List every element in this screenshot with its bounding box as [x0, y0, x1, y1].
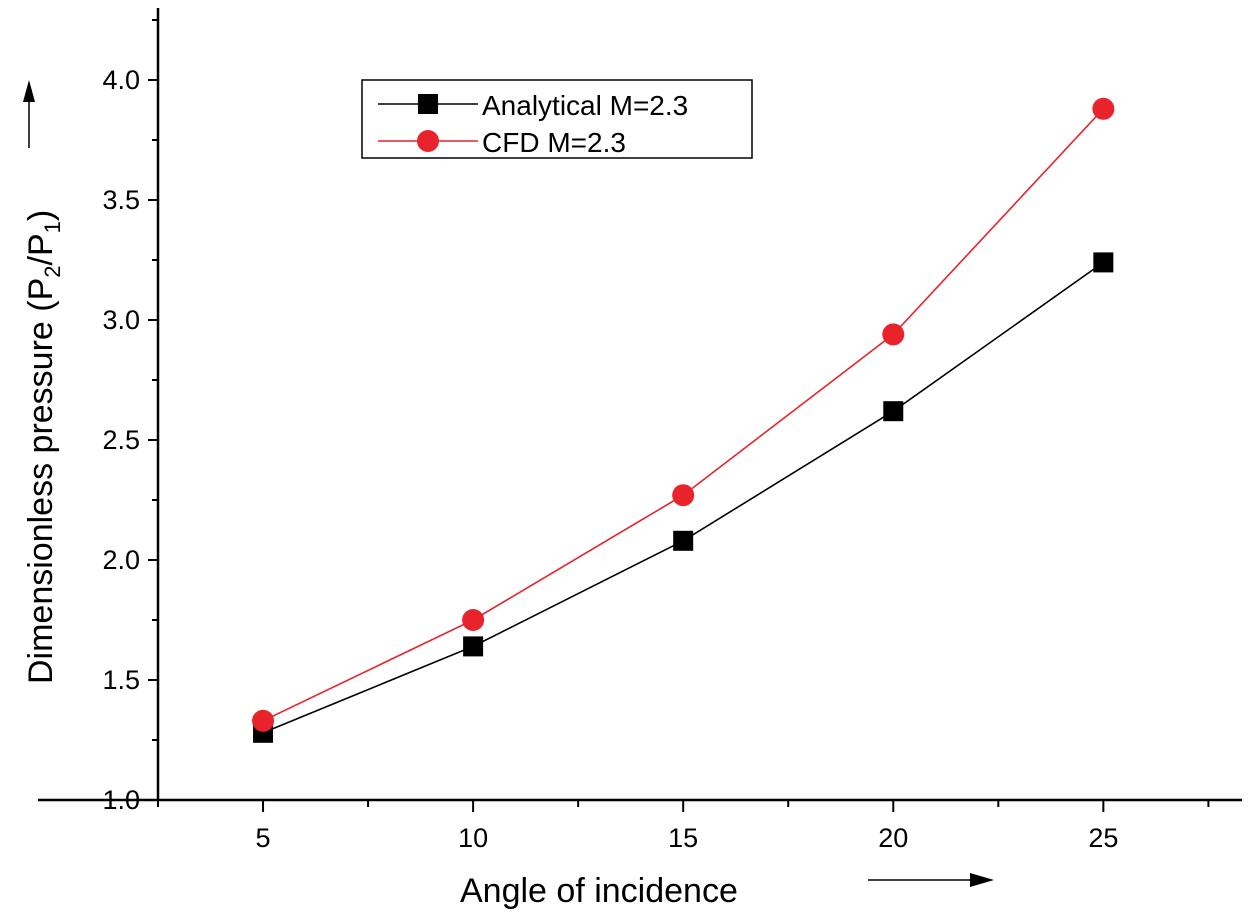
y-axis-title: Dimensionless pressure (P2/P1): [22, 210, 65, 684]
point-cfd: [462, 609, 485, 631]
point-cfd: [882, 323, 905, 346]
y-axis-arrow-head: [23, 80, 35, 102]
series-line-cfd: [262, 108, 1104, 722]
legend: Analytical M=2.3 CFD M=2.3: [361, 79, 753, 159]
y-tick-label: 1.0: [102, 785, 140, 815]
point-analytical: [1093, 252, 1114, 273]
x-tick-label: 15: [668, 823, 698, 853]
x-tick-label: 10: [458, 823, 488, 853]
y-tick-label: 1.5: [102, 665, 140, 695]
point-cfd: [252, 709, 275, 732]
point-analytical: [673, 530, 694, 551]
y-axis-title-mid: /P: [22, 233, 60, 265]
y-tick-label: 3.0: [102, 305, 140, 335]
legend-marker-cfd: [417, 130, 439, 152]
ticks: 1.0 1.5 2.0 2.5 3.0 3.5 4.0 5 10 15 20 25: [102, 19, 1210, 853]
point-cfd: [1092, 97, 1115, 120]
x-tick-label: 20: [878, 823, 908, 853]
y-axis-title-sub2: 1: [40, 221, 65, 233]
y-tick-label: 2.5: [102, 425, 140, 455]
y-tick-label: 3.5: [102, 185, 140, 215]
x-tick-label: 5: [256, 823, 271, 853]
x-axis-title: Angle of incidence: [460, 872, 738, 910]
y-axis-title-end: ): [22, 210, 60, 221]
legend-label-cfd: CFD M=2.3: [482, 127, 626, 158]
point-analytical: [883, 401, 904, 422]
series-layer: [252, 97, 1115, 743]
point-cfd: [672, 484, 695, 507]
y-axis-title-group: Dimensionless pressure (P2/P1): [22, 80, 65, 684]
x-axis-title-group: Angle of incidence: [460, 872, 994, 910]
x-tick-label: 25: [1088, 823, 1118, 853]
point-analytical: [463, 636, 484, 657]
y-tick-label: 2.0: [102, 545, 140, 575]
x-axis-arrow-head: [970, 873, 994, 887]
y-axis-title-sub1: 2: [40, 265, 65, 277]
y-tick-label: 4.0: [102, 65, 140, 95]
legend-label-analytical: Analytical M=2.3: [482, 90, 688, 121]
legend-marker-analytical: [418, 94, 438, 114]
y-axis-title-main: Dimensionless pressure (P: [22, 278, 60, 684]
